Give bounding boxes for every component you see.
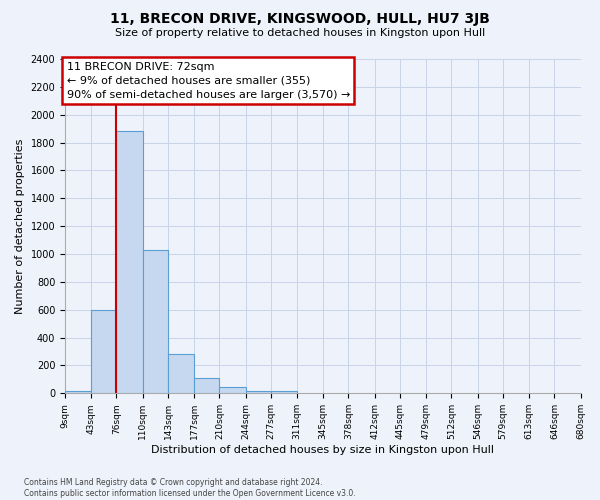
Bar	[220, 387, 245, 394]
Text: Contains HM Land Registry data © Crown copyright and database right 2024.
Contai: Contains HM Land Registry data © Crown c…	[24, 478, 356, 498]
Y-axis label: Number of detached properties: Number of detached properties	[15, 138, 25, 314]
Bar	[194, 378, 220, 394]
Bar	[65, 390, 91, 394]
Bar	[168, 354, 194, 394]
Bar	[91, 310, 116, 394]
Text: Size of property relative to detached houses in Kingston upon Hull: Size of property relative to detached ho…	[115, 28, 485, 38]
Bar	[271, 392, 297, 394]
Bar	[245, 390, 271, 394]
Bar	[116, 132, 143, 394]
Bar	[143, 250, 168, 394]
X-axis label: Distribution of detached houses by size in Kingston upon Hull: Distribution of detached houses by size …	[151, 445, 494, 455]
Text: 11 BRECON DRIVE: 72sqm
← 9% of detached houses are smaller (355)
90% of semi-det: 11 BRECON DRIVE: 72sqm ← 9% of detached …	[67, 62, 350, 100]
Text: 11, BRECON DRIVE, KINGSWOOD, HULL, HU7 3JB: 11, BRECON DRIVE, KINGSWOOD, HULL, HU7 3…	[110, 12, 490, 26]
